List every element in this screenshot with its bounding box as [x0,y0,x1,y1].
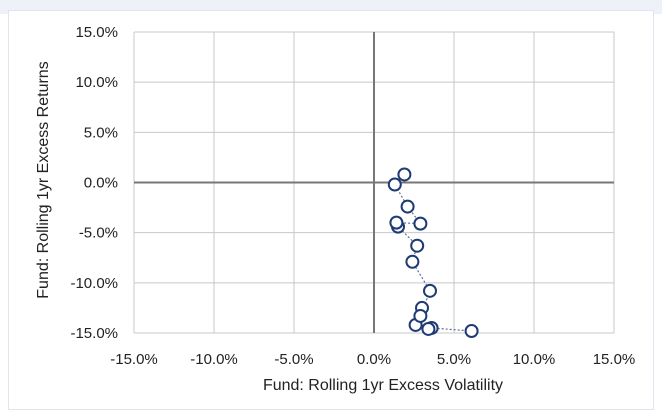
data-point [413,216,428,231]
data-point [413,308,428,323]
data-point [423,283,437,298]
x-tick-label: -10.0% [190,351,238,368]
x-tick-label: 0.0% [357,351,391,368]
y-tick-label: 15.0% [75,24,118,41]
y-tick-label: -15.0% [70,325,118,342]
data-point [421,321,436,336]
y-tick-label: -10.0% [70,275,118,292]
chart-frame [8,10,654,410]
x-tick-label: 5.0% [437,351,471,368]
series-connector-line [394,174,472,332]
data-point [410,238,425,253]
x-axis-ticks: -15.0% -10.0% -5.0% 0.0% 5.0% 10.0% 15.0% [110,351,635,368]
series-group [387,167,479,338]
x-tick-label: -5.0% [274,351,313,368]
y-tick-label: -5.0% [79,225,118,242]
x-tick-label: -15.0% [110,351,158,368]
y-axis-title: Fund: Rolling 1yr Excess Returns [35,61,52,298]
data-point [400,199,415,214]
x-tick-label: 15.0% [593,351,636,368]
y-tick-label: 5.0% [84,124,118,141]
data-point [387,177,402,192]
y-tick-label: 0.0% [84,175,118,192]
x-axis-title: Fund: Rolling 1yr Excess Volatility [263,377,503,394]
data-point [464,323,479,338]
data-point [389,215,404,230]
y-tick-label: 10.0% [75,74,118,91]
data-point [405,254,420,269]
x-tick-label: 10.0% [513,351,556,368]
data-point [397,167,412,182]
zero-axes [134,32,614,333]
y-axis-ticks: 15.0% 10.0% 5.0% 0.0% -5.0% -10.0% -15.0% [70,24,118,342]
